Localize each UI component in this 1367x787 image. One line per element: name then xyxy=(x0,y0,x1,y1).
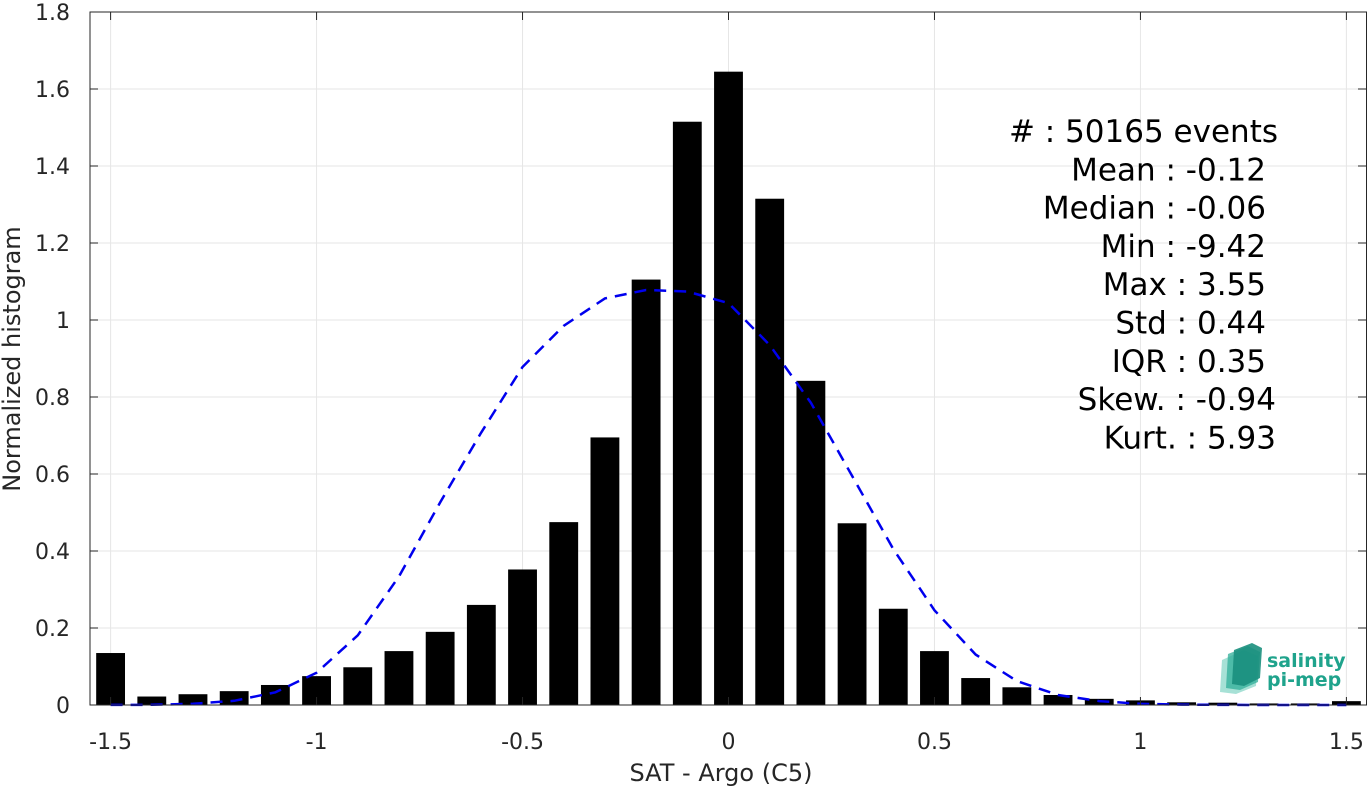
histogram-bar xyxy=(1043,694,1073,705)
stats-line: Skew. : -0.94 xyxy=(1078,382,1276,418)
salinity-pi-mep-logo: salinity pi-mep xyxy=(1220,643,1346,694)
stats-line: IQR : 0.35 xyxy=(1112,344,1266,380)
y-tick-label: 0.8 xyxy=(35,386,70,411)
histogram-bar xyxy=(1002,687,1032,705)
histogram-bar xyxy=(714,71,743,706)
histogram-bar xyxy=(590,437,620,705)
histogram-bar xyxy=(343,667,373,705)
histogram-bar xyxy=(837,523,867,705)
histogram-bar xyxy=(96,653,126,705)
stats-line: Mean : -0.12 xyxy=(1071,152,1266,188)
y-tick-label: 0.4 xyxy=(35,540,70,565)
logo-text-pi-mep: pi-mep xyxy=(1267,669,1341,691)
x-tick-label: -1 xyxy=(306,730,328,755)
stats-line: Std : 0.44 xyxy=(1115,306,1266,342)
histogram-bar xyxy=(755,198,785,705)
x-tick-label: 1.5 xyxy=(1329,730,1364,755)
y-tick-label: 0 xyxy=(56,694,70,719)
histogram-bar xyxy=(425,631,455,705)
histogram-bar xyxy=(508,569,537,705)
histogram-bar xyxy=(961,678,991,705)
histogram-bar xyxy=(549,522,579,705)
histogram-bar xyxy=(466,604,496,705)
y-axis-ticks: 0 0.2 0.4 0.6 0.8 1 1.2 1.4 1.6 1.8 xyxy=(35,1,1366,719)
histogram-bar xyxy=(178,694,208,705)
histogram-bar xyxy=(920,651,949,705)
histogram-bar xyxy=(260,684,290,705)
histogram-bar xyxy=(672,121,702,706)
y-tick-label: 0.6 xyxy=(35,463,70,488)
x-tick-label: 0 xyxy=(722,730,736,755)
y-tick-label: 1.6 xyxy=(35,78,70,103)
y-tick-label: 1.2 xyxy=(35,232,70,257)
y-tick-label: 1.4 xyxy=(35,155,70,180)
histogram-bars xyxy=(96,71,1361,706)
histogram-bar xyxy=(137,696,167,705)
stats-line: Kurt. : 5.93 xyxy=(1104,420,1276,456)
histogram-bar xyxy=(219,691,249,705)
stats-line: Min : -9.42 xyxy=(1101,229,1266,265)
y-tick-label: 0.2 xyxy=(35,617,70,642)
stats-line: Median : -0.06 xyxy=(1043,191,1266,227)
x-tick-label: -0.5 xyxy=(501,730,544,755)
histogram-bar xyxy=(631,279,661,705)
x-axis-ticks: -1.5 -1 -0.5 0 0.5 1 1.5 xyxy=(89,12,1364,755)
logo-text-salinity: salinity xyxy=(1267,650,1346,672)
x-tick-label: -1.5 xyxy=(89,730,132,755)
y-tick-label: 1.8 xyxy=(35,1,70,26)
stats-line: Max : 3.55 xyxy=(1103,267,1266,303)
stats-line: # : 50165 events xyxy=(1009,114,1278,150)
x-tick-label: 0.5 xyxy=(917,730,952,755)
histogram-bar xyxy=(878,608,908,705)
y-tick-label: 1 xyxy=(56,309,70,334)
logo-mark-icon xyxy=(1220,643,1262,694)
histogram-bar xyxy=(796,380,826,705)
x-tick-label: 1 xyxy=(1133,730,1147,755)
y-axis-label: Normalized histogram xyxy=(0,226,26,491)
x-axis-label: SAT - Argo (C5) xyxy=(630,759,813,787)
histogram-bar xyxy=(384,651,414,705)
